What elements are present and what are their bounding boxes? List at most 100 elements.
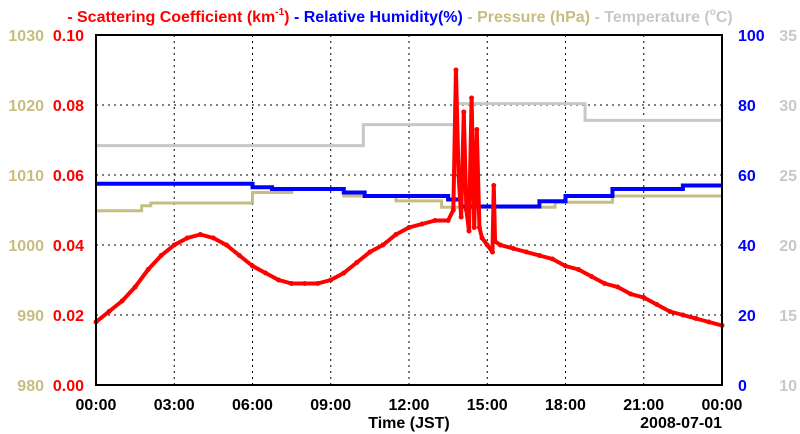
scattering-point bbox=[491, 183, 497, 188]
humidity-tick-label: 0 bbox=[738, 378, 747, 395]
temperature-tick-label: 20 bbox=[779, 238, 797, 255]
scattering-tick-label: 0.08 bbox=[53, 98, 84, 115]
scattering-point bbox=[419, 221, 425, 227]
x-tick-label: 03:00 bbox=[154, 397, 195, 414]
scattering-tick-label: 0.02 bbox=[53, 308, 84, 325]
scattering-point bbox=[693, 316, 699, 321]
legend-entry: - Pressure (hPa) bbox=[463, 9, 590, 26]
scattering-point bbox=[406, 225, 412, 230]
temperature-tick-label: 25 bbox=[779, 168, 797, 185]
x-tick-label: 12:00 bbox=[389, 397, 430, 414]
legend: - Scattering Coefficient (km-1) - Relati… bbox=[67, 7, 733, 26]
temperature-tick-label: 35 bbox=[779, 28, 797, 45]
scattering-point bbox=[250, 263, 255, 269]
scattering-point bbox=[523, 249, 529, 255]
temperature-tick-label: 10 bbox=[779, 378, 797, 395]
scattering-point bbox=[474, 127, 480, 132]
plot-area bbox=[93, 67, 725, 328]
scattering-point bbox=[680, 312, 686, 318]
legend-text: - Scattering Coefficient (km-1) - Relati… bbox=[67, 7, 733, 26]
scattering-point bbox=[276, 277, 282, 283]
x-tick-label: 09:00 bbox=[310, 397, 351, 414]
scattering-point bbox=[106, 309, 112, 314]
scattering-point bbox=[628, 291, 634, 297]
scattering-point bbox=[380, 242, 386, 248]
scattering-point bbox=[479, 235, 485, 241]
scattering-point bbox=[432, 218, 438, 223]
scattering-point bbox=[458, 214, 464, 220]
legend-entry: - Scattering Coefficient (km bbox=[67, 9, 275, 26]
plot-frame bbox=[95, 34, 723, 386]
scattering-point bbox=[393, 232, 399, 237]
humidity-tick-label: 80 bbox=[738, 98, 756, 115]
scattering-point bbox=[119, 298, 125, 304]
humidity-tick-label: 20 bbox=[738, 308, 756, 325]
legend-superscript: o bbox=[710, 7, 716, 18]
scattering-point bbox=[536, 253, 542, 258]
scattering-point bbox=[223, 242, 229, 248]
scattering-point bbox=[263, 270, 269, 276]
scattering-point bbox=[589, 274, 595, 279]
scattering-point bbox=[463, 207, 469, 213]
legend-entry: - Temperature ( bbox=[590, 9, 710, 26]
scattering-point bbox=[497, 242, 503, 248]
scattering-point bbox=[341, 270, 347, 276]
pressure-tick-label: 980 bbox=[17, 378, 44, 395]
scattering-point bbox=[145, 267, 151, 272]
scattering-point bbox=[615, 284, 621, 290]
scattering-point bbox=[489, 249, 495, 255]
scattering-point bbox=[184, 235, 190, 241]
pressure-tick-label: 1010 bbox=[8, 168, 44, 185]
x-axis-label: Time (JST) bbox=[368, 415, 450, 432]
humidity-tick-label: 40 bbox=[738, 238, 756, 255]
scattering-point bbox=[315, 281, 321, 286]
scattering-point bbox=[236, 253, 242, 258]
scattering-point bbox=[302, 281, 308, 286]
scattering-point bbox=[328, 277, 334, 283]
axes: 00:00 03:00 06:00 09:00 12:00 15:00 18:00 21:00… bbox=[8, 28, 797, 414]
scattering-point bbox=[476, 225, 482, 230]
legend-entry-tail: ) bbox=[284, 9, 289, 26]
x-tick-label: 00:00 bbox=[702, 397, 743, 414]
scattering-tick-label: 0.06 bbox=[53, 168, 84, 185]
scattering-point bbox=[461, 109, 467, 115]
grid bbox=[96, 35, 722, 385]
humidity-tick-label: 100 bbox=[738, 28, 765, 45]
scattering-point bbox=[492, 239, 498, 244]
pressure-tick-label: 1020 bbox=[8, 98, 44, 115]
scattering-point bbox=[445, 218, 451, 223]
x-tick-label: 00:00 bbox=[76, 397, 117, 414]
scattering-point bbox=[576, 267, 582, 272]
scattering-point bbox=[563, 263, 568, 269]
scattering-point bbox=[210, 235, 216, 241]
scattering-point bbox=[354, 260, 360, 265]
temperature-tick-label: 30 bbox=[779, 98, 797, 115]
x-tick-label: 15:00 bbox=[467, 397, 508, 414]
scattering-point bbox=[471, 225, 477, 230]
scattering-point bbox=[158, 253, 164, 258]
scattering-point bbox=[171, 242, 177, 248]
scattering-point bbox=[469, 95, 475, 101]
scattering-point bbox=[466, 228, 472, 234]
pressure-tick-label: 1000 bbox=[8, 238, 44, 255]
legend-superscript: -1 bbox=[275, 7, 284, 18]
scattering-point bbox=[197, 232, 203, 237]
scattering-point bbox=[602, 281, 608, 286]
legend-entry-tail: C) bbox=[716, 9, 733, 26]
scattering-point bbox=[510, 246, 516, 251]
scattering-point bbox=[456, 172, 462, 178]
scattering-point bbox=[654, 302, 660, 307]
humidity-tick-label: 60 bbox=[738, 168, 756, 185]
pressure-tick-label: 990 bbox=[17, 308, 44, 325]
scattering-tick-label: 0.00 bbox=[53, 378, 84, 395]
scattering-point bbox=[667, 309, 673, 314]
scattering-tick-label: 0.04 bbox=[53, 238, 84, 255]
scattering-point bbox=[289, 281, 295, 286]
scattering-point bbox=[706, 319, 712, 325]
scattering-point bbox=[453, 67, 459, 73]
scattering-point bbox=[641, 295, 647, 300]
x-tick-label: 06:00 bbox=[232, 397, 273, 414]
legend-entry: - Relative Humidity(%) bbox=[290, 9, 463, 26]
scattering-point bbox=[367, 249, 373, 255]
